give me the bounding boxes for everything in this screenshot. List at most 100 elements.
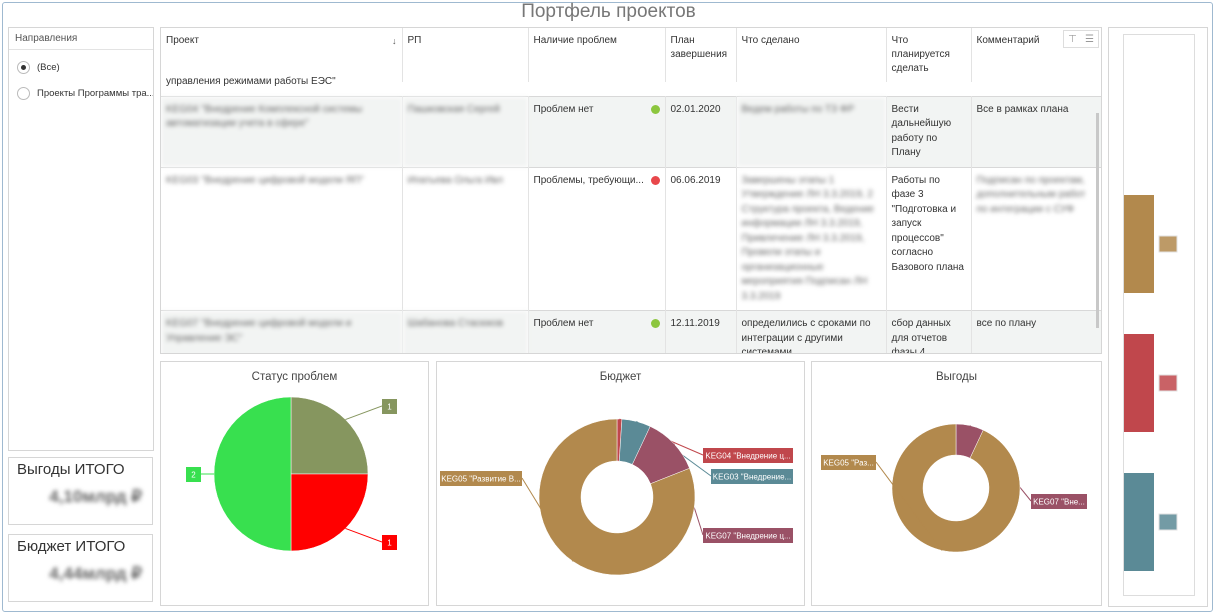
bar-value-label [1158, 235, 1178, 253]
chart-title: Выгоды [936, 371, 977, 383]
cell-pm: Пашковская Сергей [402, 95, 529, 167]
table-toolbar: ⊤ ☰ [1063, 30, 1099, 48]
bar-chart [1124, 195, 1178, 571]
kpi-title: Выгоды ИТОГО [17, 461, 125, 478]
cell-project: KEG03 "Внедрение цифровой модели ЯП" [161, 166, 403, 311]
table-row-partial[interactable]: управления режимами работы ЕЭС" [161, 76, 1101, 95]
right-bar-panel [1108, 27, 1208, 607]
kpi-title: Бюджет ИТОГО [17, 538, 126, 555]
slice-label: 2 [191, 471, 196, 480]
filter-header: Направления [9, 28, 153, 50]
cell-planned: Работы по фазе 3 "Подготовка и запуск пр… [886, 166, 972, 311]
slice-label: KEG05 "Развитие В... [441, 475, 520, 484]
status-chart-panel: Статус проблем 1 1 2 [160, 361, 429, 606]
slice-label-box [711, 469, 793, 484]
status-ok-icon [650, 104, 660, 114]
cell-problems: Проблемы, требующи... [528, 166, 666, 311]
cell-planned: сбор данных для отчетов фазы 4 [886, 310, 972, 353]
bar [1124, 334, 1154, 432]
cell-pm: Ипатьева Ольга Ивл [402, 166, 529, 311]
filter-option-program[interactable]: Проекты Программы тра... [9, 80, 153, 106]
slice-label: 1 [387, 403, 392, 412]
page-title: Портфель проектов [521, 1, 696, 22]
bar [1124, 195, 1154, 293]
bar [1124, 473, 1154, 571]
bar-value-label [1158, 513, 1178, 531]
bar-chart-container [1123, 34, 1195, 596]
cell-comment: Все в рамках плана [971, 95, 1101, 167]
table-row[interactable]: KEG04 "Внедрение Комплексной системы авт… [161, 95, 1101, 167]
benefits-chart-panel: Выгоды KEG07 "Вне... KEG05 "Раз... [811, 361, 1102, 606]
column-header-problems[interactable]: Наличие проблем [528, 28, 666, 82]
filter-option-label: (Все) [37, 61, 60, 73]
radio-checked-icon[interactable] [17, 60, 30, 74]
cell-problems: Проблем нет [528, 310, 666, 353]
column-header-pm[interactable]: РП [402, 28, 529, 82]
slice-label: KEG04 "Внедрение ц... [705, 452, 790, 461]
partial-row-text: управления режимами работы ЕЭС" [161, 76, 1101, 89]
projects-table-panel: Проект ↓ РП Наличие проблем План завершен… [160, 27, 1102, 354]
table-row[interactable]: KEG07 "Внедрение цифровой модели и Управ… [161, 310, 1101, 353]
table-row[interactable]: KEG03 "Внедрение цифровой модели ЯП" Ипа… [161, 166, 1101, 311]
slice-label: KEG07 "Вне... [1033, 498, 1085, 507]
slice-label-box [382, 535, 397, 550]
slice-leader-line [521, 477, 574, 562]
filter-option-label: Проекты Программы тра... [37, 87, 153, 99]
slice-label-box [382, 399, 397, 414]
table-view-icon[interactable]: ☰ [1084, 33, 1094, 45]
slice-label-box [186, 467, 201, 482]
slice-leader-line [345, 527, 383, 543]
budget-total-card: Бюджет ИТОГО 4,44млрд ₽ [8, 534, 153, 602]
status-ok-icon [650, 319, 660, 328]
cell-done: Завершены этапы 1 Утверждение ЛН 3.3.201… [736, 166, 887, 311]
cell-done: Ведем работы по ТЗ ФР [736, 95, 887, 167]
slice-label: KEG05 "Раз... [823, 459, 874, 468]
cell-due: 12.11.2019 [665, 310, 737, 353]
slice-label: KEG07 "Внедрение ц... [705, 532, 790, 541]
cell-comment: все по плану [971, 310, 1101, 353]
direction-filter-panel: Направления (Все) Проекты Программы тра.… [8, 27, 154, 451]
slice-label: KEG03 "Внедрение... [713, 473, 791, 482]
pie-slice [290, 396, 369, 475]
cell-problems: Проблем нет [528, 95, 666, 167]
slice-label-box [1031, 494, 1087, 509]
status-pie-chart: 1 1 2 [186, 396, 397, 552]
projects-table: Проект ↓ РП Наличие проблем План завершен… [161, 28, 1101, 353]
column-header-done[interactable]: Что сделано [736, 28, 887, 82]
slice-label-box [703, 528, 793, 543]
cell-project: KEG04 "Внедрение Комплексной системы авт… [161, 95, 403, 167]
column-header-project[interactable]: Проект ↓ [161, 28, 403, 82]
column-header-comment[interactable]: Комментарий [976, 35, 1040, 46]
radio-unchecked-icon[interactable] [17, 86, 30, 100]
cell-done: определились с сроками по интеграции с д… [736, 310, 887, 353]
slice-label-box [821, 455, 876, 470]
table-scrollbar[interactable] [1096, 113, 1099, 328]
slice-label: 1 [387, 539, 392, 548]
benefits-donut-chart: KEG07 "Вне... KEG05 "Раз... [821, 423, 1087, 553]
kpi-value: 4,44млрд ₽ [49, 564, 142, 583]
chart-title: Бюджет [599, 371, 642, 383]
slice-label-box [440, 471, 522, 486]
cell-due: 06.06.2019 [665, 166, 737, 311]
filter-icon[interactable]: ⊤ [1068, 33, 1077, 45]
filter-option-all[interactable]: (Все) [9, 54, 153, 80]
kpi-value: 4,10млрд ₽ [49, 487, 142, 506]
pie-slice [213, 396, 292, 552]
budget-donut-chart: KEG04 "Внедрение ц... KEG03 "Внедрение...… [440, 418, 793, 576]
chart-title: Статус проблем [251, 371, 338, 383]
pie-slice [290, 473, 369, 552]
pie-slice [538, 418, 696, 576]
column-header-due[interactable]: План завершения [665, 28, 737, 82]
cell-comment: Подписан по проектам, дополнительным раб… [971, 166, 1101, 311]
cell-pm: Шабанова Стасюков [402, 310, 529, 353]
sort-down-icon[interactable]: ↓ [392, 36, 397, 46]
cell-due: 02.01.2020 [665, 95, 737, 167]
bar-value-label [1158, 374, 1178, 392]
slice-leader-line [345, 405, 383, 421]
slice-label-box [703, 448, 793, 463]
slice-leader-line [875, 461, 943, 551]
status-problem-icon [650, 175, 660, 185]
budget-chart-panel: Бюджет KEG04 "Внедрение ц... KEG03 "Внедр… [436, 361, 805, 606]
column-header-planned[interactable]: Что планируется сделать [886, 28, 972, 82]
